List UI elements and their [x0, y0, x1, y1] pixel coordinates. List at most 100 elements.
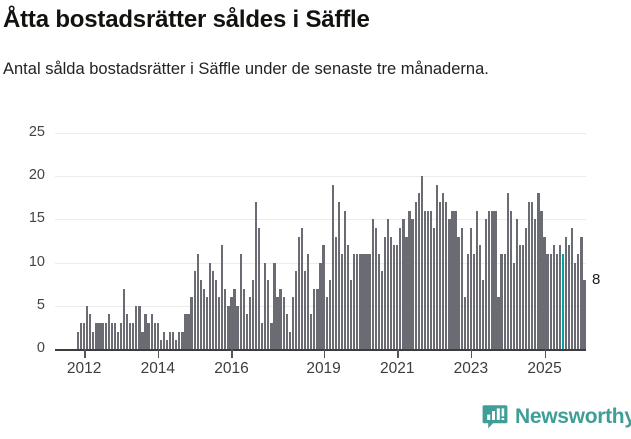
bar — [331, 184, 334, 349]
bar — [101, 323, 104, 349]
bar — [125, 314, 129, 349]
bar — [454, 210, 457, 349]
bar — [319, 262, 322, 349]
bar — [83, 323, 86, 349]
bar — [132, 323, 135, 349]
bar — [350, 279, 353, 349]
bar — [359, 253, 362, 349]
bar — [159, 340, 163, 349]
bar — [135, 305, 138, 349]
bar — [119, 323, 123, 349]
bar — [518, 245, 522, 349]
bar — [178, 331, 181, 349]
bar — [172, 331, 175, 349]
bar — [558, 245, 562, 349]
x-axis-tick-mark — [470, 349, 473, 358]
bar — [86, 305, 89, 349]
bar — [494, 210, 497, 349]
bar-chart: 0 5 10 15 20 25 2012 2014 2016 2019 2021 2023 2025 … — [28, 124, 601, 377]
bar — [328, 279, 331, 349]
bar — [288, 331, 291, 349]
bar — [264, 262, 267, 349]
bar — [521, 245, 525, 349]
bar — [491, 210, 494, 349]
bar — [257, 228, 261, 349]
bar — [552, 245, 555, 349]
bar — [138, 305, 141, 349]
x-axis-tick-label: 2023 — [453, 360, 489, 377]
bar — [181, 331, 184, 349]
x-axis-tick-label: 2014 — [140, 360, 176, 377]
bar — [261, 323, 264, 349]
bar — [423, 210, 426, 349]
bar — [168, 331, 172, 349]
bar — [488, 210, 491, 349]
bar — [153, 323, 156, 349]
bar — [439, 202, 442, 349]
bar — [383, 236, 387, 349]
bar — [304, 271, 307, 349]
bar — [386, 219, 390, 349]
bar — [445, 202, 448, 349]
highlight-value-label: 8 — [592, 270, 601, 288]
x-axis-tick-label: 2025 — [527, 360, 562, 377]
bar — [242, 288, 245, 349]
bar — [215, 279, 218, 349]
bar — [528, 202, 531, 349]
bar — [497, 297, 500, 349]
bar — [402, 219, 405, 349]
bar — [337, 202, 341, 349]
bar — [107, 314, 110, 349]
x-axis-tick-mark — [397, 349, 399, 358]
bar — [202, 288, 205, 349]
x-axis-tick-mark — [323, 349, 326, 358]
bar — [362, 253, 365, 349]
y-axis-tick-label: 5 — [36, 296, 45, 313]
bar — [380, 271, 384, 349]
bar — [92, 331, 95, 349]
gridline — [55, 176, 586, 178]
x-axis-tick-label: 2019 — [306, 360, 341, 377]
bar — [448, 219, 451, 349]
bar — [377, 253, 380, 349]
bar — [503, 253, 506, 349]
bar — [224, 288, 227, 349]
bar — [374, 228, 377, 349]
bar — [273, 262, 276, 349]
bar — [389, 236, 393, 349]
newsworthy-logo-text: Newsworthy — [515, 405, 631, 428]
y-axis-tick-label: 10 — [28, 253, 45, 270]
bar — [122, 288, 126, 349]
bar — [113, 323, 116, 349]
bar — [76, 331, 80, 349]
bar — [420, 176, 423, 349]
gridline — [55, 219, 586, 221]
bar — [150, 314, 153, 349]
bar — [313, 288, 316, 349]
bar — [233, 288, 236, 349]
bars-container — [55, 133, 586, 349]
bar — [175, 340, 178, 349]
bar — [457, 236, 460, 349]
bar — [469, 228, 473, 349]
bar — [89, 314, 92, 349]
bar — [577, 253, 580, 349]
newsworthy-logo: Newsworthy — [482, 404, 631, 430]
bar — [574, 262, 577, 349]
x-axis-line — [55, 349, 586, 351]
bar — [393, 245, 396, 349]
page-title: Åtta bostadsrätter såldes i Säffle — [3, 6, 370, 33]
bar — [316, 288, 319, 349]
bar — [540, 210, 543, 349]
x-axis-tick-mark — [544, 349, 547, 358]
bar — [463, 297, 466, 349]
bar — [500, 253, 503, 349]
bar — [509, 210, 512, 349]
bar-chart-speech-bubble-icon — [482, 404, 508, 430]
bar — [531, 202, 534, 349]
bar — [205, 297, 209, 349]
bar — [282, 297, 285, 349]
bar — [356, 253, 359, 349]
gridline — [55, 133, 586, 134]
bar — [340, 253, 344, 349]
